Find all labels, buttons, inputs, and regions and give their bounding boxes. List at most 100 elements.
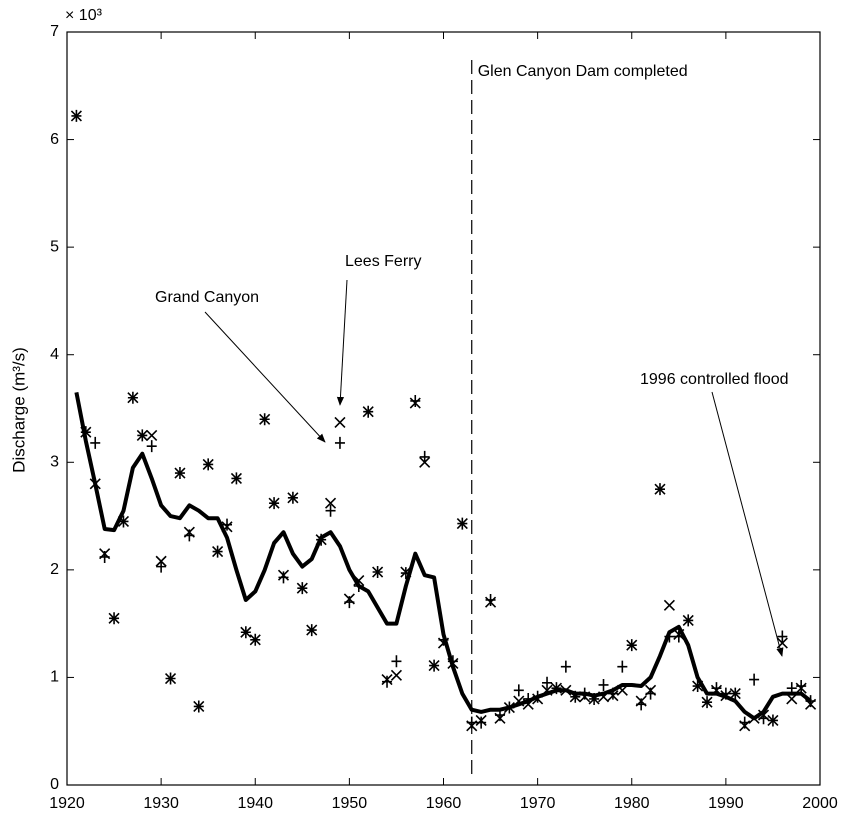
cross-marker [663, 599, 675, 611]
cross-marker [494, 712, 506, 724]
cross-marker [164, 672, 177, 685]
cross-marker [324, 497, 337, 509]
plot-frame [66, 31, 821, 786]
plus-marker [90, 436, 101, 449]
cross-marker [202, 458, 214, 471]
cross-marker [99, 548, 111, 560]
x-tick-label: 1980 [614, 795, 650, 812]
annotation: Glen Canyon Dam completed [478, 63, 688, 80]
cross-marker [739, 720, 751, 732]
cross-marker [635, 695, 647, 707]
smoothed-line [74, 392, 812, 721]
y-tick-label: 0 [50, 776, 59, 793]
cross-marker [287, 492, 299, 504]
cross-marker [428, 660, 440, 672]
plus-marker [156, 560, 167, 573]
y-tick-label: 1 [50, 669, 59, 686]
arrow [336, 279, 348, 406]
cross-marker [626, 639, 638, 651]
cross-marker [419, 456, 431, 468]
cross-marker [682, 614, 694, 626]
cross-marker [362, 406, 374, 418]
y-tick-label: 6 [50, 131, 59, 148]
cross-marker [795, 682, 807, 694]
cross-marker [409, 397, 421, 409]
plus-marker [410, 394, 421, 407]
cross-marker [70, 110, 82, 122]
cross-marker [296, 582, 308, 594]
cross-marker [343, 593, 355, 605]
cross-marker [372, 566, 384, 578]
cross-marker [127, 392, 139, 404]
cross-marker [155, 555, 167, 567]
arrow [204, 311, 326, 443]
cross-marker [193, 700, 205, 713]
cross-marker [146, 429, 158, 441]
cross-marker [183, 526, 195, 538]
cross-marker [475, 714, 487, 727]
annotation: 1996 controlled flood [640, 371, 789, 388]
cross-marker [212, 546, 224, 558]
cross-marker [776, 637, 788, 649]
plus-marker [391, 655, 402, 668]
cross-marker [108, 612, 120, 624]
x-tick-label: 1960 [426, 795, 462, 812]
y-tick-label: 7 [50, 23, 59, 40]
plus-marker [796, 680, 807, 693]
cross-marker [268, 497, 280, 509]
cross-marker [484, 596, 497, 608]
plus-marker [542, 676, 553, 689]
plus-marker [476, 716, 487, 729]
y-tick-label: 3 [50, 454, 59, 471]
plus-marker [382, 675, 393, 688]
cross-marker [729, 687, 741, 700]
cross-marker [249, 634, 261, 646]
x-tick-label: 2000 [802, 795, 838, 812]
cross-marker [456, 518, 468, 530]
plus-marker [598, 678, 609, 691]
arrow [711, 391, 784, 657]
cross-marker [767, 714, 779, 727]
x-tick-label: 1990 [708, 795, 744, 812]
y-tick-label: 5 [50, 238, 59, 255]
cross-marker [466, 720, 478, 732]
cross-marker [259, 413, 271, 425]
cross-marker [645, 684, 657, 696]
y-axis-label: Discharge (m³/s) [9, 347, 28, 473]
plus-marker [278, 571, 289, 584]
cross-marker [390, 669, 403, 681]
cross-marker [240, 626, 252, 638]
plus-marker [777, 630, 788, 643]
plus-marker [419, 450, 430, 463]
cross-marker [277, 569, 290, 581]
plus-marker [325, 504, 336, 517]
plus-marker [485, 593, 496, 606]
plus-marker [222, 518, 233, 531]
cross-marker [381, 674, 393, 686]
plus-marker [146, 440, 157, 453]
x-tick-label: 1940 [237, 795, 273, 812]
x-tick-label: 1920 [49, 795, 85, 812]
cross-marker [334, 416, 346, 429]
cross-marker [701, 696, 713, 708]
y-tick-label: 4 [50, 346, 59, 363]
annotation: Lees Ferry [345, 253, 421, 270]
plus-marker [513, 684, 524, 697]
plus-marker [749, 673, 760, 686]
cross-marker [174, 467, 186, 479]
x-tick-label: 1950 [332, 795, 368, 812]
annotation: Grand Canyon [155, 289, 259, 306]
x-tick-label: 1970 [520, 795, 556, 812]
cross-marker [786, 693, 798, 705]
x-tick-label: 1930 [143, 795, 179, 812]
cross-marker [136, 429, 148, 441]
cross-marker [654, 483, 666, 495]
plus-marker [617, 660, 628, 673]
multiplier: × 10³ [65, 7, 103, 24]
plus-marker [560, 660, 571, 673]
cross-marker [306, 624, 318, 636]
plus-marker [334, 436, 345, 449]
cross-marker [230, 472, 242, 484]
